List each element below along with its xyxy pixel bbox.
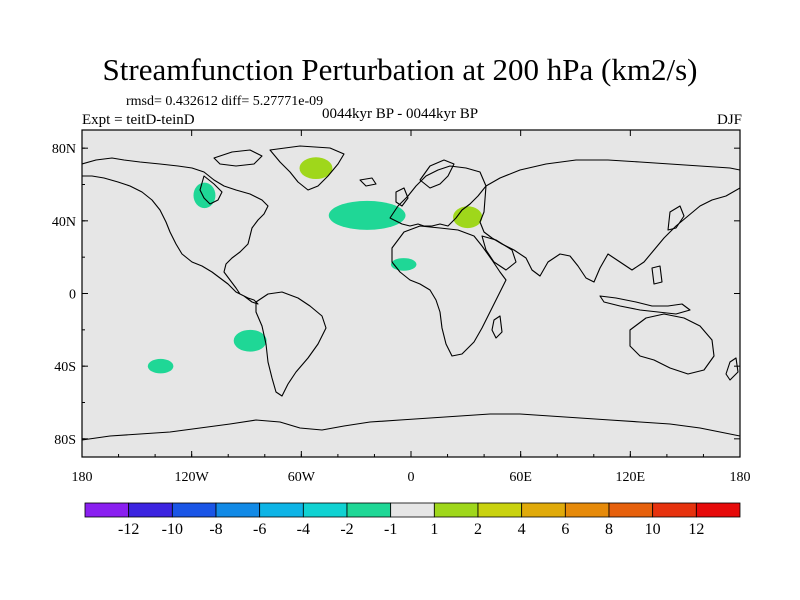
- period-label: 0044kyr BP - 0044kyr BP: [322, 106, 479, 122]
- south-pacific-west-blob: [147, 358, 174, 374]
- colorbar-label: 1: [430, 521, 438, 538]
- lon-tick-label: 180: [72, 470, 93, 485]
- colorbar-label: -4: [297, 521, 310, 538]
- colorbar-label: 6: [561, 521, 569, 538]
- colorbar-label: -1: [384, 521, 397, 538]
- lon-tick-label: 60W: [288, 470, 316, 485]
- lat-tick-label: 0: [69, 288, 76, 303]
- colorbar-label: -2: [340, 521, 353, 538]
- colorbar-swatch: [302, 502, 348, 518]
- coast-philippines: [651, 265, 663, 285]
- colorbar-label: 10: [645, 521, 661, 538]
- colorbar: -12 -10 -8 -6 -4 -2 -1 1 2 4 6 8 10 12: [84, 502, 741, 538]
- coast-arabia: [481, 235, 517, 271]
- colorbar-label: -12: [118, 521, 139, 538]
- anomaly-layer: [147, 157, 483, 374]
- sahara-blob: [390, 258, 417, 271]
- coast-asia: [479, 159, 740, 283]
- coast-north-america: [82, 157, 269, 305]
- colorbar-label: 8: [605, 521, 613, 538]
- colorbar-swatch: [477, 502, 523, 518]
- coast-iceland: [359, 177, 377, 187]
- season-label: DJF: [716, 112, 742, 128]
- colorbar-swatch: [521, 502, 566, 518]
- colorbar-swatch: [346, 502, 392, 518]
- colorbar-swatch: [652, 502, 697, 518]
- south-pacific-blob: [233, 329, 267, 352]
- black-sea-blob: [453, 206, 483, 229]
- lat-tick-label: 80N: [52, 142, 76, 157]
- lat-tick-label: 40S: [54, 360, 76, 375]
- hudson-blob: [193, 182, 216, 209]
- coast-hudson-bay: [199, 175, 223, 205]
- lat-tick-label: 40N: [52, 215, 76, 230]
- lon-tick-label: 180: [730, 470, 751, 485]
- coast-new-zealand: [725, 357, 739, 381]
- north-atlantic-blob: [328, 200, 406, 230]
- coast-antarctica: [82, 413, 740, 441]
- colorbar-swatch: [608, 502, 654, 518]
- coast-africa: [391, 225, 507, 357]
- lon-tick-label: 120E: [616, 470, 646, 485]
- map-title: Streamfunction Perturbation at 200 hPa (…: [102, 52, 698, 87]
- coast-south-america: [255, 291, 327, 397]
- lon-tick-label: 60E: [509, 470, 532, 485]
- colorbar-label: -6: [253, 521, 266, 538]
- colorbar-swatch: [564, 502, 610, 518]
- lat-tick-label: 80S: [54, 433, 76, 448]
- coastlines: [82, 145, 740, 441]
- coast-indonesia: [599, 295, 691, 315]
- colorbar-swatch: [433, 502, 479, 518]
- colorbar-swatch: [259, 502, 304, 518]
- lon-tick-label: 120W: [175, 470, 210, 485]
- greenland-blob: [299, 157, 333, 180]
- colorbar-label: 2: [474, 521, 482, 538]
- map-axes: 80N 40N 0 40S 80S 180 120W 60W 0 60E 120E 180: [52, 130, 751, 485]
- coast-scandinavia: [419, 159, 455, 189]
- colorbar-label: -10: [162, 521, 183, 538]
- colorbar-swatch: [390, 502, 435, 518]
- colorbar-swatch: [215, 502, 261, 518]
- colorbar-label: 12: [688, 521, 704, 538]
- map-background: [82, 130, 740, 457]
- coast-australia: [629, 313, 715, 375]
- experiment-label: Expt = teitD-teinD: [82, 112, 195, 128]
- colorbar-label: -8: [209, 521, 222, 538]
- coast-madagascar: [491, 315, 503, 339]
- colorbar-swatch: [128, 502, 173, 518]
- coast-british-isles: [395, 187, 409, 207]
- coast-greenland: [269, 145, 345, 191]
- colorbar-swatch: [171, 502, 217, 518]
- lon-tick-label: 0: [408, 470, 415, 485]
- coast-arctic-islands: [213, 149, 263, 167]
- colorbar-swatch: [695, 502, 741, 518]
- coast-japan: [667, 205, 685, 231]
- colorbar-label: 4: [518, 521, 526, 538]
- colorbar-swatch: [84, 502, 130, 518]
- stats-label: rmsd= 0.432612 diff= 5.27771e-09: [126, 94, 324, 109]
